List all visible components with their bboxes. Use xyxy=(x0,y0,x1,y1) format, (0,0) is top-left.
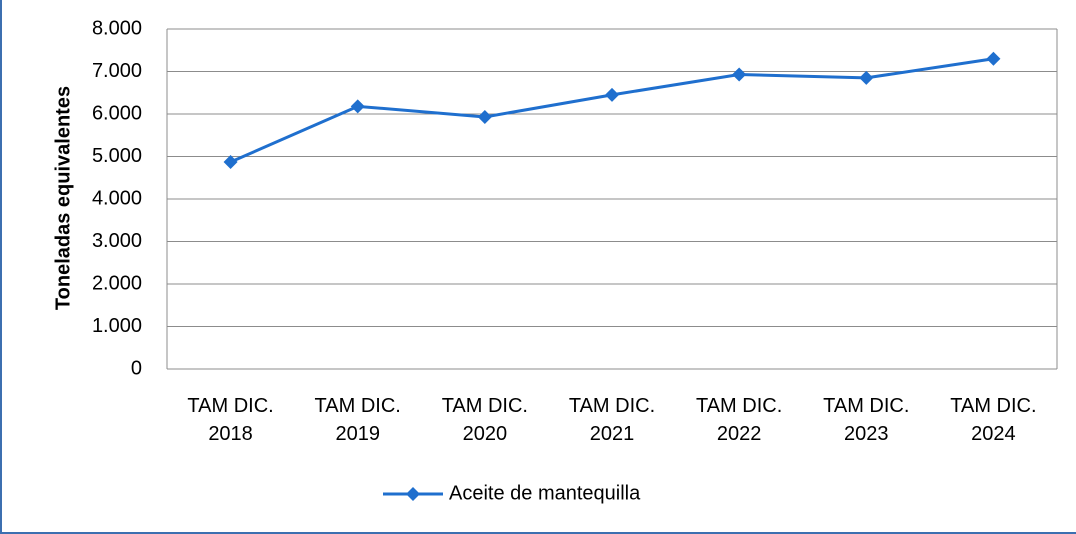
x-tick-label: TAM DIC. 2023 xyxy=(823,395,910,445)
data-point xyxy=(605,87,619,102)
x-tick-label: TAM DIC. 2022 xyxy=(695,395,783,445)
data-point xyxy=(859,70,874,85)
y-tick-label: 7.000 xyxy=(92,60,142,82)
x-tick-label: TAM DIC. 2019 xyxy=(314,395,401,445)
y-tick-label: 4.000 xyxy=(92,187,142,209)
y-tick-label: 8.000 xyxy=(92,17,142,39)
y-tick-label: 5.000 xyxy=(92,145,142,167)
x-tick-label: TAM DIC. 2020 xyxy=(441,395,528,445)
x-tick-label: TAM DIC. 2024 xyxy=(950,395,1037,445)
y-tick-label: 6.000 xyxy=(92,102,142,124)
legend-label: Aceite de mantequilla xyxy=(449,482,641,504)
y-tick-label: 1.000 xyxy=(92,315,142,337)
data-point xyxy=(350,99,365,114)
y-axis-label: Toneladas equivalentes xyxy=(52,86,74,310)
x-tick-label: TAM DIC. 2021 xyxy=(568,395,656,445)
data-line xyxy=(229,57,994,164)
data-point xyxy=(732,67,747,82)
y-tick-label: 2.000 xyxy=(92,272,142,294)
data-point xyxy=(986,51,1001,66)
x-tick-label: TAM DIC. 2018 xyxy=(187,395,274,445)
data-point xyxy=(477,109,492,124)
legend-marker xyxy=(406,487,420,501)
y-tick-label: 3.000 xyxy=(92,230,142,252)
data-point xyxy=(223,155,238,170)
y-tick-label: 0 xyxy=(131,357,142,379)
